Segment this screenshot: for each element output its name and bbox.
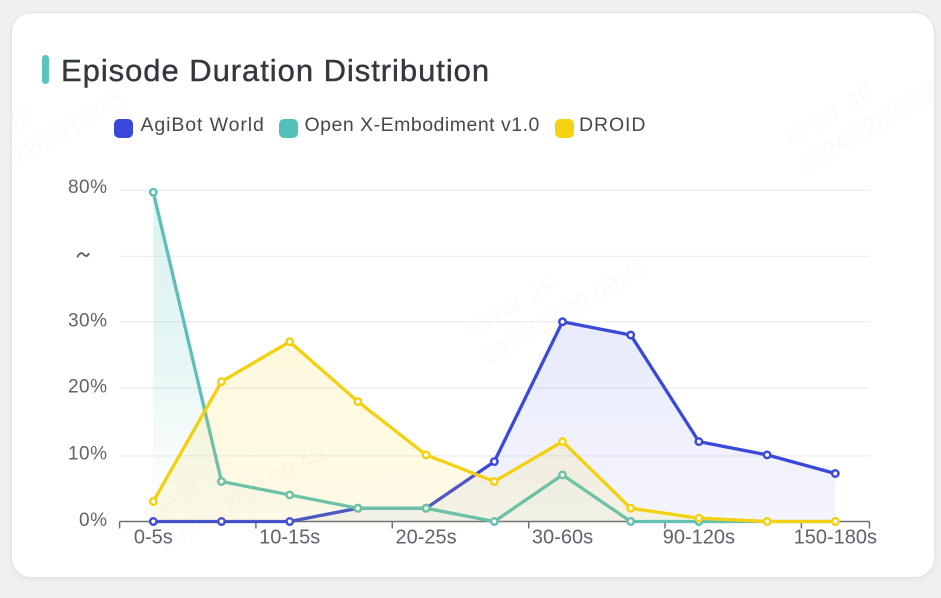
svg-text:80%: 80% [68, 177, 108, 198]
svg-text:30%: 30% [68, 310, 108, 331]
svg-text:20-25s: 20-25s [396, 527, 457, 549]
svg-text:90-120s: 90-120s [663, 527, 735, 549]
svg-text:20%: 20% [68, 377, 108, 398]
svg-text:10%: 10% [68, 444, 108, 465]
svg-text:150-180s: 150-180s [794, 527, 877, 549]
svg-text:30-60s: 30-60s [532, 527, 593, 549]
svg-text:0%: 0% [79, 510, 107, 531]
svg-text:10-15s: 10-15s [259, 527, 320, 549]
svg-text:0-5s: 0-5s [134, 527, 173, 549]
